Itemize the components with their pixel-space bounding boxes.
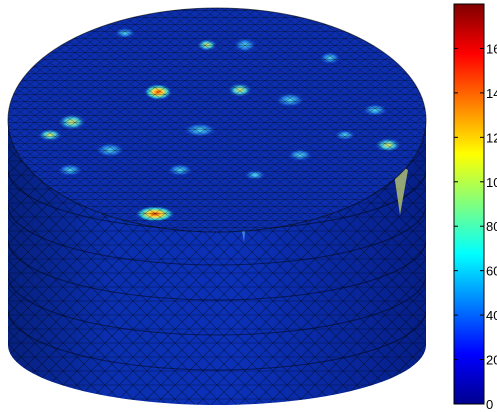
colorbar-tick-label: 120	[486, 130, 497, 145]
cylinder-top	[7, 7, 427, 233]
colorbar-tick-label: 0	[486, 397, 493, 412]
colorbar-tick-label: 80	[486, 219, 497, 234]
colorbar: 0 20 40 60 80 100 120 140 160	[453, 3, 497, 412]
colorbar-tick-label: 40	[486, 308, 497, 323]
colorbar-tick-label: 100	[486, 175, 497, 190]
colorbar-tick-label: 140	[486, 86, 497, 101]
colorbar-tick-label: 20	[486, 353, 497, 368]
colorbar-tick-label: 60	[486, 264, 497, 279]
colorbar-ticks: 0 20 40 60 80 100 120 140 160	[454, 41, 497, 412]
colorbar-tick-label: 160	[486, 41, 497, 56]
colorbar-gradient	[453, 3, 485, 405]
